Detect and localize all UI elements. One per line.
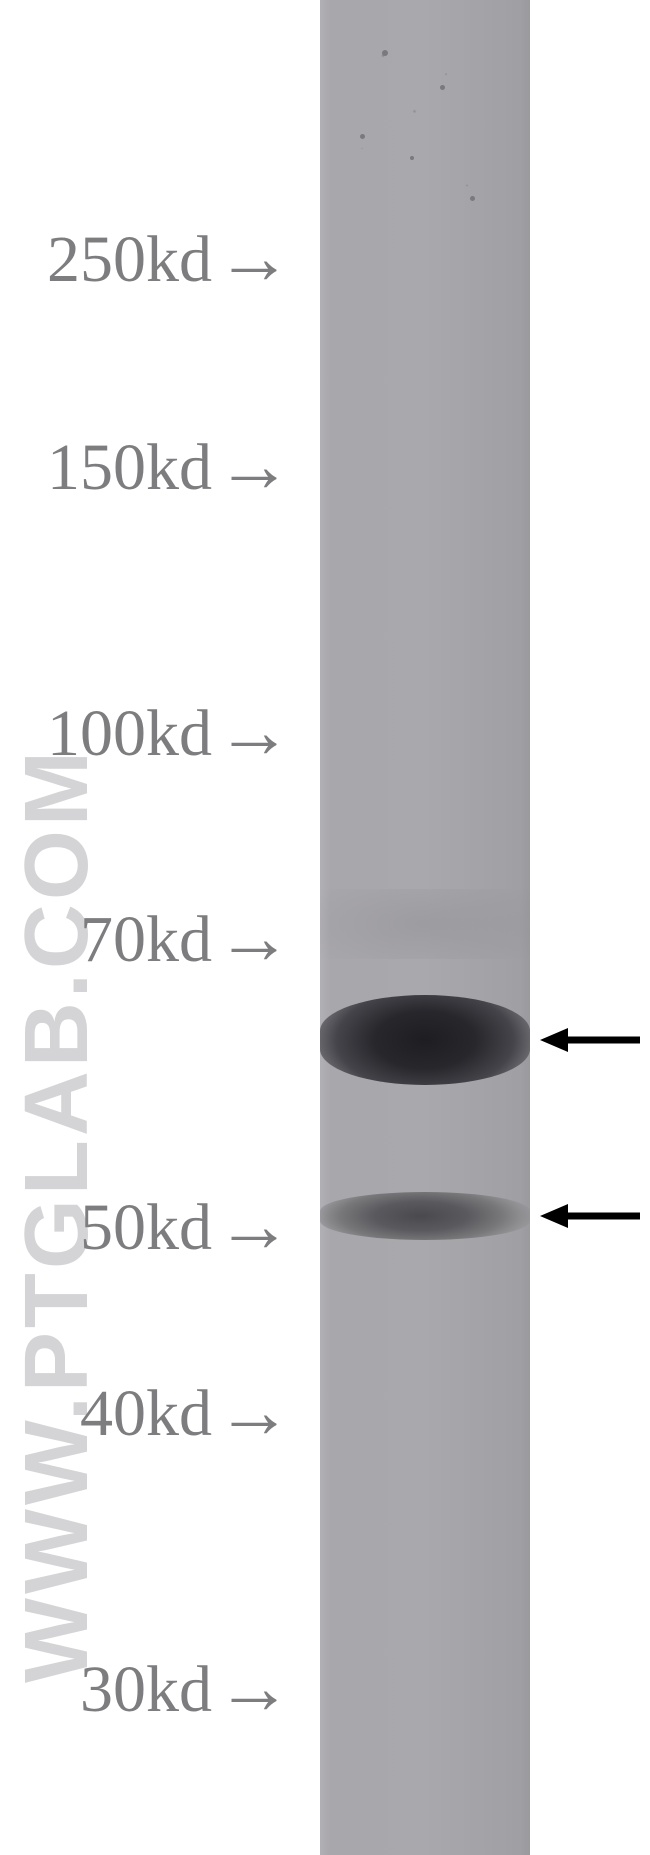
lane-speck	[470, 196, 475, 201]
marker-100kd: 100kd →	[47, 694, 292, 774]
marker-text: 150kd	[47, 430, 212, 506]
arrow-right-icon: →	[216, 1374, 292, 1450]
marker-40kd: 40kd →	[80, 1374, 292, 1454]
arrow-right-icon: →	[216, 220, 292, 296]
arrow-right-icon: →	[216, 694, 292, 770]
marker-text: 50kd	[80, 1190, 212, 1266]
marker-250kd: 250kd →	[47, 220, 292, 300]
result-arrow-main	[540, 1020, 640, 1060]
marker-50kd: 50kd →	[80, 1188, 292, 1268]
lane-speck	[360, 134, 365, 139]
marker-text: 250kd	[47, 222, 212, 298]
marker-150kd: 150kd →	[47, 428, 292, 508]
marker-text: 40kd	[80, 1376, 212, 1452]
protein-band-secondary	[320, 1192, 530, 1240]
blot-lane	[320, 0, 530, 1855]
marker-70kd: 70kd →	[80, 900, 292, 980]
lane-speck	[410, 156, 414, 160]
marker-text: 70kd	[80, 902, 212, 978]
faint-shade	[320, 889, 530, 959]
result-arrow-secondary	[540, 1196, 640, 1236]
arrow-right-icon: →	[216, 1650, 292, 1726]
marker-text: 100kd	[47, 696, 212, 772]
western-blot-figure: WWW.PTGLAB.COM 250kd → 150kd → 100kd → 7…	[0, 0, 650, 1855]
arrow-left-icon	[540, 1020, 640, 1060]
arrow-right-icon: →	[216, 1188, 292, 1264]
marker-text: 30kd	[80, 1652, 212, 1728]
protein-band-main	[320, 995, 530, 1085]
marker-30kd: 30kd →	[80, 1650, 292, 1730]
lane-speck	[440, 85, 445, 90]
lane-speck	[382, 50, 388, 56]
arrow-right-icon: →	[216, 428, 292, 504]
arrow-left-icon	[540, 1196, 640, 1236]
arrow-right-icon: →	[216, 900, 292, 976]
